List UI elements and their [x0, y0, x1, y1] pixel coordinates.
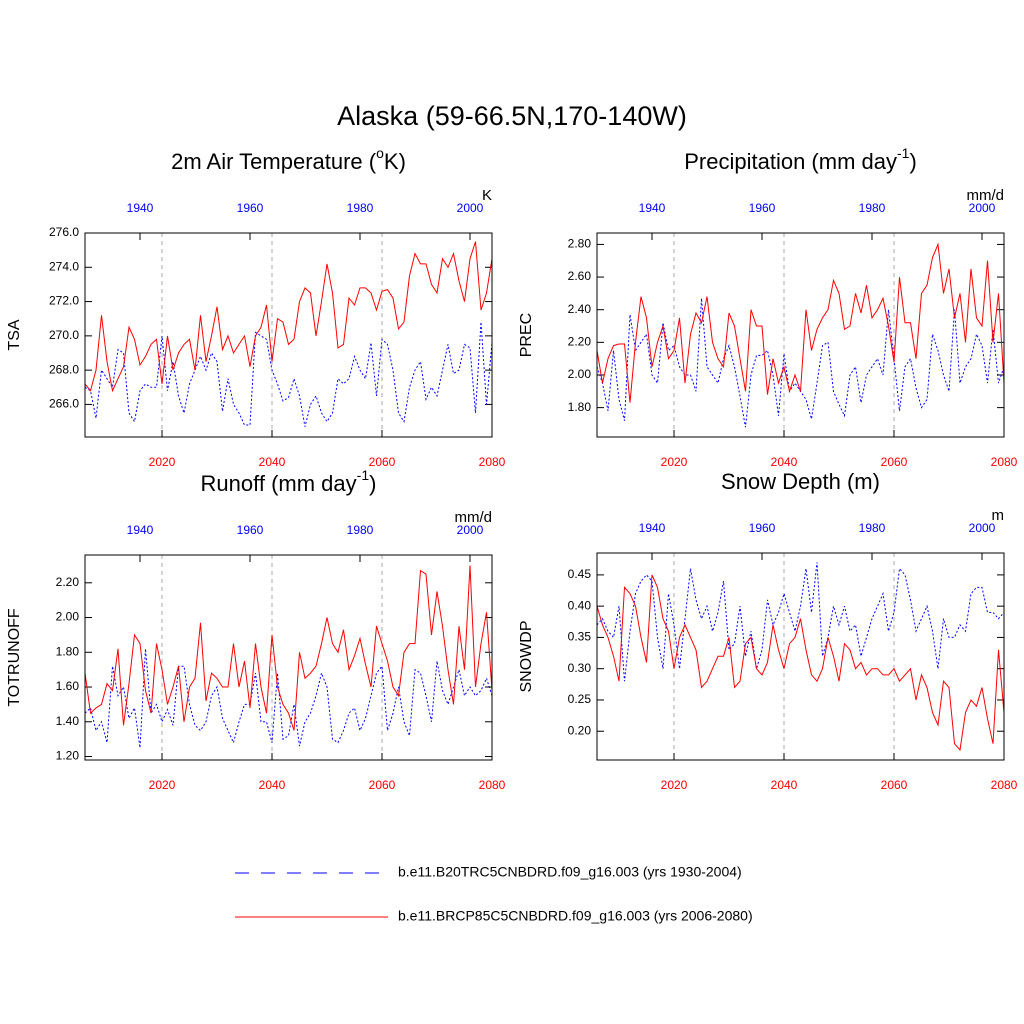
x2-tick-label: 2000 [457, 523, 484, 537]
x-tick-label: 2040 [259, 778, 286, 792]
y-tick-label: 266.0 [49, 397, 79, 411]
y-tick-label: 0.35 [568, 630, 592, 644]
y-tick-label: 2.20 [56, 575, 80, 589]
x2-tick-label: 1980 [347, 201, 374, 215]
x2-tick-label: 1980 [347, 523, 374, 537]
x2-tick-label: 1960 [237, 201, 264, 215]
units-label: m [992, 507, 1005, 524]
x-tick-label: 2060 [369, 778, 396, 792]
panel-title: Precipitation (mm day-1) [684, 145, 917, 174]
panel-title: Snow Depth (m) [721, 469, 880, 494]
y-axis-label: TSA [6, 319, 23, 350]
title-superscript: -1 [357, 467, 370, 483]
series-line [596, 562, 1005, 682]
title-text: K) [384, 149, 406, 174]
y-tick-label: 0.25 [568, 692, 592, 706]
units-label: mm/d [455, 509, 493, 526]
x-tick-label: 2080 [991, 455, 1018, 469]
y-axis-label: TOTRUNOFF [6, 608, 23, 707]
x2-tick-label: 1980 [859, 521, 886, 535]
x2-tick-label: 1940 [639, 201, 666, 215]
x2-tick-label: 1980 [859, 201, 886, 215]
y-tick-label: 268.0 [49, 362, 79, 376]
x2-tick-label: 1940 [127, 201, 154, 215]
y-tick-label: 1.80 [56, 644, 80, 658]
y-tick-label: 1.60 [56, 679, 80, 693]
y-tick-label: 276.0 [49, 225, 79, 239]
x-tick-label: 2080 [479, 778, 506, 792]
y-tick-label: 0.20 [568, 723, 592, 737]
y-tick-label: 0.45 [568, 567, 592, 581]
y-tick-label: 1.80 [568, 400, 592, 414]
x-tick-label: 2040 [771, 455, 798, 469]
y-tick-label: 1.20 [56, 749, 80, 763]
x2-tick-label: 1940 [127, 523, 154, 537]
y-tick-label: 2.20 [568, 335, 592, 349]
plot-frame [596, 552, 1005, 761]
y-tick-label: 2.40 [568, 302, 592, 316]
title-text: ) [369, 471, 376, 496]
y-axis-label: PREC [518, 313, 535, 357]
x2-tick-label: 2000 [969, 521, 996, 535]
y-tick-label: 272.0 [49, 294, 79, 308]
main-title: Alaska (59-66.5N,170-140W) [337, 101, 687, 131]
x-tick-label: 2020 [661, 455, 688, 469]
panel-title: 2m Air Temperature (oK) [171, 145, 406, 174]
legend-label: b.e11.BRCP85C5CNBDRD.f09_g16.003 (yrs 20… [398, 908, 753, 924]
series-line [84, 241, 493, 393]
x-tick-label: 2040 [259, 455, 286, 469]
series-line [596, 298, 1005, 428]
y-tick-label: 2.00 [568, 367, 592, 381]
x-tick-label: 2060 [881, 778, 908, 792]
x2-tick-label: 2000 [969, 201, 996, 215]
panel-title: Runoff (mm day-1) [201, 467, 377, 496]
x2-tick-label: 1940 [639, 521, 666, 535]
x2-tick-label: 2000 [457, 201, 484, 215]
plot-frame [84, 232, 493, 438]
title-text: ) [909, 149, 916, 174]
x-tick-label: 2040 [771, 778, 798, 792]
x-tick-label: 2060 [881, 455, 908, 469]
units-label: mm/d [967, 187, 1005, 204]
x-tick-label: 2060 [369, 455, 396, 469]
plot-frame [596, 232, 1005, 438]
y-tick-label: 274.0 [49, 259, 79, 273]
y-tick-label: 0.40 [568, 598, 592, 612]
title-superscript: -1 [897, 145, 910, 161]
x-tick-label: 2020 [149, 455, 176, 469]
y-tick-label: 270.0 [49, 328, 79, 342]
series-line [84, 565, 493, 731]
y-tick-label: 0.30 [568, 661, 592, 675]
series-line [596, 574, 1005, 752]
title-text: 2m Air Temperature ( [171, 149, 377, 174]
y-tick-label: 1.40 [56, 714, 80, 728]
title-text: Precipitation (mm day [684, 149, 897, 174]
title-text: Snow Depth (m) [721, 469, 880, 494]
x-tick-label: 2080 [479, 455, 506, 469]
x2-tick-label: 1960 [237, 523, 264, 537]
y-tick-label: 2.60 [568, 269, 592, 283]
y-tick-label: 2.00 [56, 610, 80, 624]
legend-label: b.e11.B20TRC5CNBDRD.f09_g16.003 (yrs 193… [398, 864, 742, 880]
y-axis-label: SNOWDP [518, 621, 535, 693]
series-line [84, 322, 493, 427]
x-tick-label: 2020 [149, 778, 176, 792]
series-line [596, 242, 1005, 403]
x-tick-label: 2020 [661, 778, 688, 792]
title-superscript: o [376, 145, 384, 161]
units-label: K [482, 187, 492, 204]
x-tick-label: 2080 [991, 778, 1018, 792]
x2-tick-label: 1960 [749, 201, 776, 215]
series-line [84, 648, 493, 748]
plot-frame [84, 554, 493, 761]
x2-tick-label: 1960 [749, 521, 776, 535]
y-tick-label: 2.80 [568, 237, 592, 251]
title-text: Runoff (mm day [201, 471, 357, 496]
